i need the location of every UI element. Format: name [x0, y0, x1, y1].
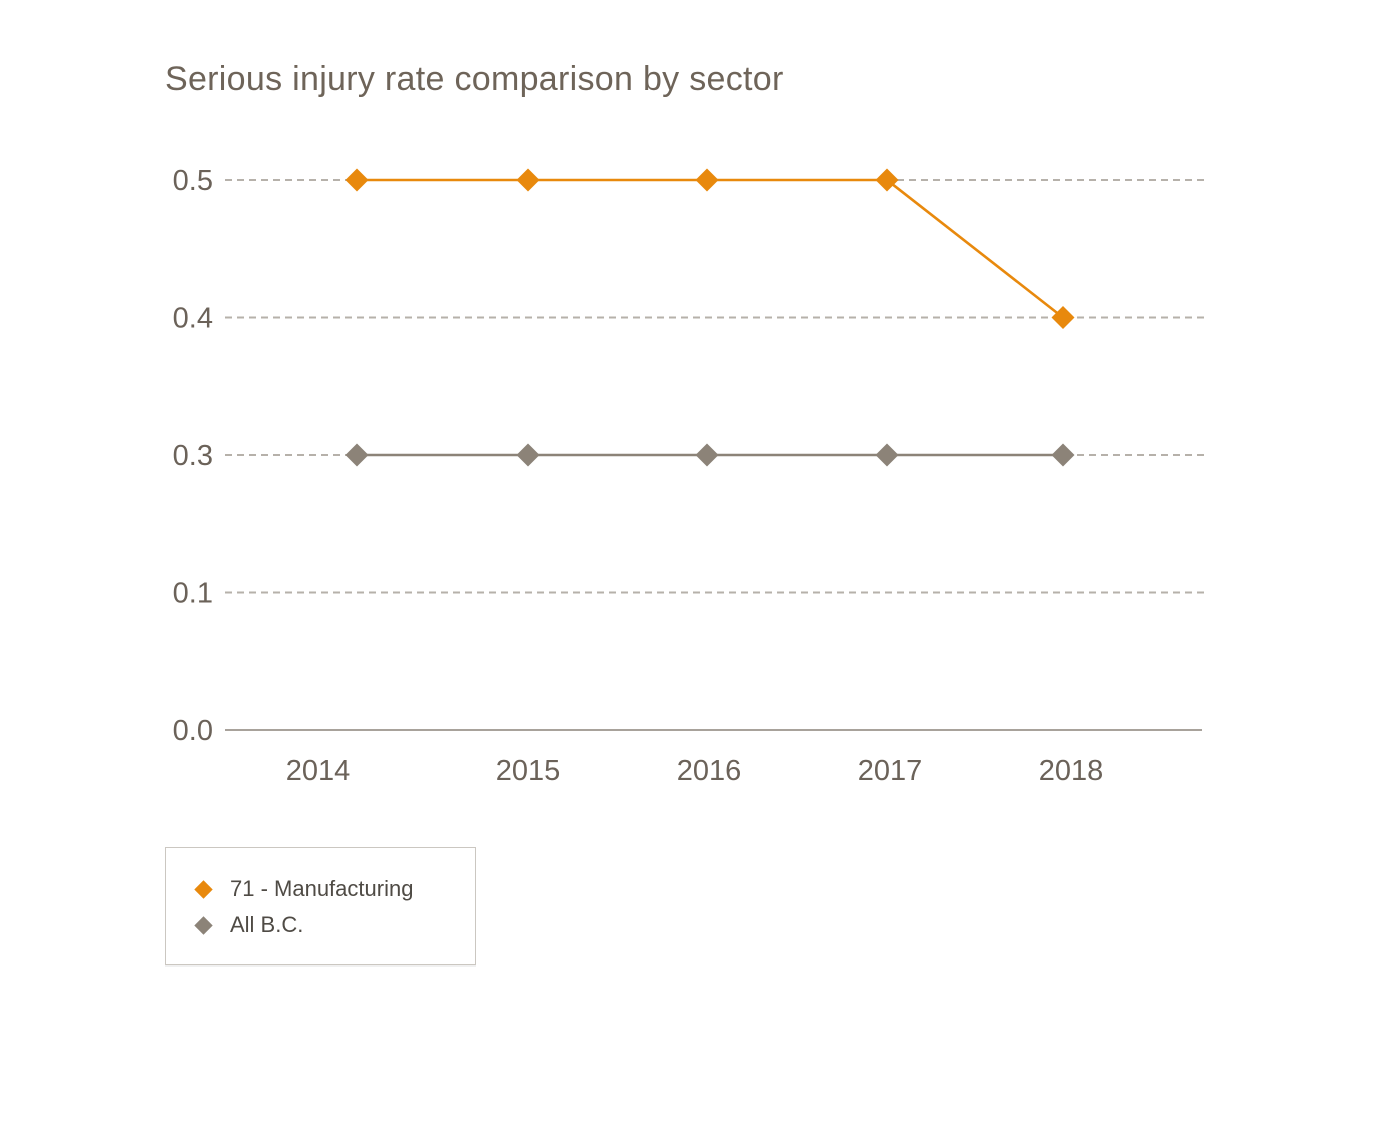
legend-item-manufacturing: 71 - Manufacturing: [194, 871, 475, 907]
data-point-marker: [875, 168, 899, 192]
chart-title: Serious injury rate comparison by sector: [165, 60, 784, 98]
legend: 71 - Manufacturing All B.C.: [165, 847, 476, 965]
y-tick-label: 0.4: [173, 303, 213, 335]
y-tick-label: 0.3: [173, 440, 213, 472]
legend-item-label: All B.C.: [230, 912, 304, 937]
diamond-marker-icon: [194, 879, 213, 899]
x-tick-label: 2014: [286, 755, 351, 787]
data-point-marker: [516, 443, 540, 467]
x-tick-label: 2017: [858, 755, 923, 787]
data-point-marker: [345, 443, 369, 467]
legend-item-all-bc: All B.C.: [194, 907, 475, 943]
y-tick-label: 0.1: [173, 578, 213, 610]
diamond-marker-icon: [194, 915, 213, 935]
legend-item-label: 71 - Manufacturing: [230, 876, 414, 901]
data-point-marker: [516, 168, 540, 192]
data-point-marker: [695, 168, 719, 192]
data-point-marker: [1051, 306, 1075, 329]
y-tick-label: 0.0: [173, 715, 213, 747]
data-point-marker: [695, 443, 719, 467]
x-tick-label: 2015: [496, 755, 561, 787]
series-line: [357, 178, 1064, 319]
x-tick-label: 2016: [677, 755, 742, 787]
data-point-marker: [345, 168, 369, 192]
y-tick-label: 0.5: [173, 165, 213, 197]
data-point-marker: [1051, 443, 1075, 467]
data-point-marker: [875, 443, 899, 467]
x-tick-label: 2018: [1039, 755, 1104, 787]
